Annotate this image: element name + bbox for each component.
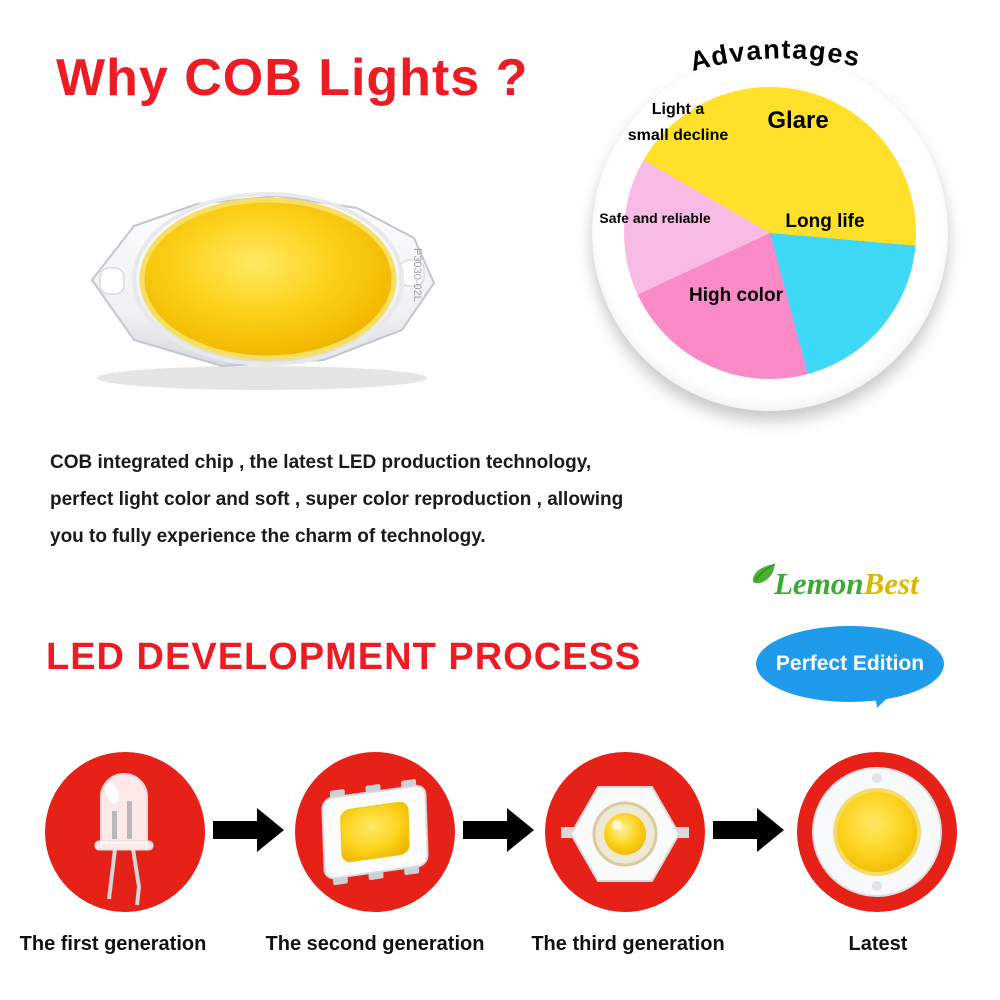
description-line: you to fully experience the charm of tec… — [50, 526, 486, 547]
cob-led-image — [812, 767, 942, 897]
smd-led-image — [321, 779, 429, 886]
advantages-chart: Advantages Light a small decline Glare L… — [592, 34, 948, 411]
generation-3-circle — [545, 752, 705, 912]
description-line: COB integrated chip , the latest LED pro… — [50, 452, 592, 473]
phosphor-surface — [139, 197, 397, 361]
pie-label-long-life: Long life — [785, 211, 865, 232]
phosphor-outer-ring — [132, 192, 404, 366]
advantages-title: Advantages — [687, 34, 862, 77]
pie-label-line2: small decline — [627, 127, 729, 144]
pie-label-safe-and-reliable: Safe and reliable — [599, 210, 711, 226]
chip-shadow — [97, 366, 427, 390]
chip-marking: P3030-02L — [411, 248, 423, 302]
perfect-edition-bubble: Perfect Edition — [756, 626, 944, 702]
generation-2-circle — [295, 752, 455, 912]
pie-label-light-a-small-decline: Light a small decline — [596, 97, 760, 149]
description-paragraph: COB integrated chip , the latest LED pro… — [50, 444, 770, 555]
chip-mount-slot-left — [99, 267, 125, 295]
pie-label-glare: Glare — [767, 107, 829, 134]
page-title: Why COB Lights ? — [56, 49, 529, 107]
generation-4-circle — [797, 752, 957, 912]
stage-label-latest: Latest — [848, 933, 908, 955]
brand-name-part1: Lemon — [774, 566, 864, 601]
dip-led-image — [94, 773, 154, 906]
pie-label-line1: Light a — [651, 101, 705, 118]
arrow-right-icon — [713, 808, 785, 852]
cob-chip-image: P3030-02L — [90, 192, 436, 390]
brand-name-part2: Best — [863, 566, 919, 601]
description-line: perfect light color and soft , super col… — [50, 489, 624, 510]
stage-label-first-generation: The first generation — [19, 933, 207, 955]
arrow-right-icon — [213, 808, 285, 852]
bubble-text: Perfect Edition — [775, 652, 925, 675]
process-title: LED DEVELOPMENT PROCESS — [46, 636, 642, 678]
stage-label-third-generation: The third generation — [531, 933, 725, 955]
generation-1-circle — [45, 752, 205, 912]
stage-label-second-generation: The second generation — [265, 933, 485, 955]
arrow-right-icon — [463, 808, 535, 852]
advantages-arc-title: Advantages — [687, 34, 864, 77]
high-power-led-image — [561, 786, 689, 882]
svg-text:Advantages: Advantages — [687, 34, 864, 77]
brand-logo: LemonBest — [750, 563, 919, 602]
leaf-icon — [750, 558, 778, 594]
advantages-pie — [624, 87, 916, 379]
pie-label-high-color: High color — [689, 285, 783, 306]
